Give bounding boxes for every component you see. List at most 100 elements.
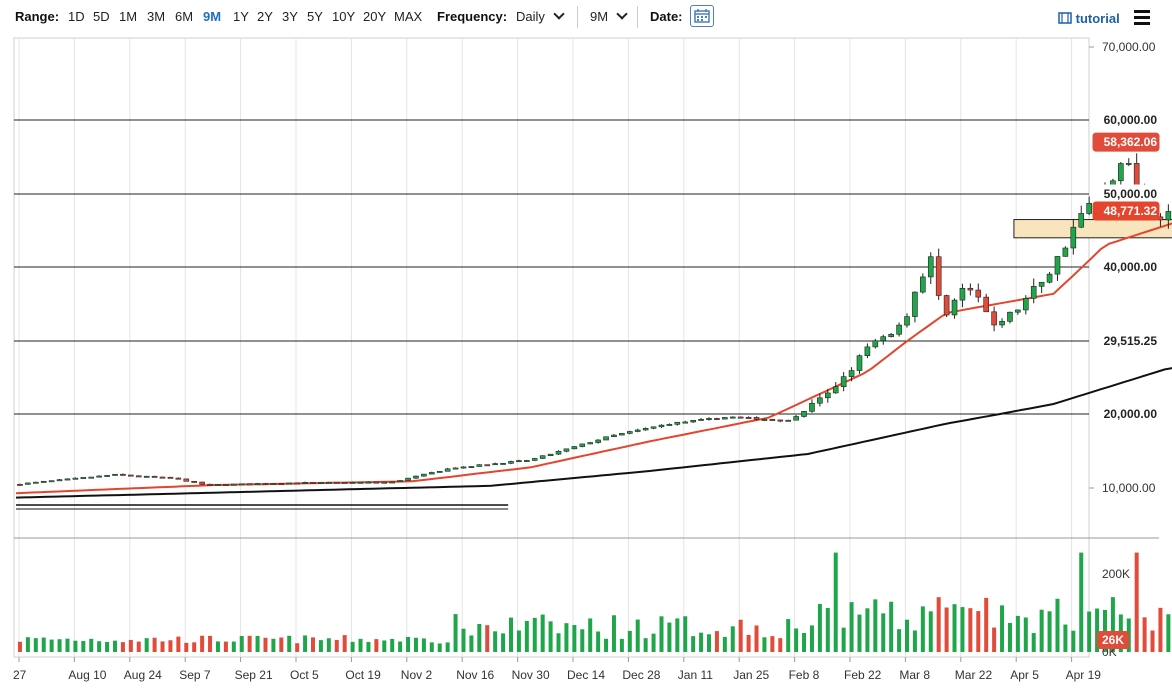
- volume-bar: [215, 641, 220, 652]
- candle-body: [864, 346, 871, 356]
- candle-body: [349, 481, 356, 484]
- volume-bar: [469, 635, 474, 652]
- volume-bar: [1000, 605, 1005, 652]
- volume-bar: [17, 641, 22, 652]
- volume-bar: [477, 624, 482, 652]
- candle-body: [1078, 213, 1085, 228]
- candle-body: [927, 256, 934, 278]
- volume-bar: [1103, 609, 1107, 652]
- volume-bar: [928, 611, 933, 652]
- vertical-gridlines: [18, 38, 1073, 657]
- candle-body: [508, 461, 514, 464]
- range-6m[interactable]: 6M: [175, 9, 194, 24]
- volume-bar: [580, 629, 585, 652]
- price-badge-label: 50,000.00: [1104, 187, 1158, 201]
- volume-bar: [691, 636, 696, 652]
- volume-bar: [208, 635, 213, 652]
- candle-body: [413, 475, 419, 479]
- volume-bar: [311, 637, 315, 652]
- candle-body: [128, 474, 134, 477]
- range-10y[interactable]: 10Y: [332, 9, 356, 24]
- candle-body: [634, 429, 641, 432]
- frequency-select[interactable]: Daily: [516, 8, 565, 24]
- period-select[interactable]: 9M: [590, 8, 628, 24]
- candle-body: [1118, 163, 1124, 182]
- volume-bar: [714, 631, 719, 652]
- volume-bar: [794, 628, 799, 652]
- volume-bar: [738, 619, 743, 652]
- candle-body: [856, 355, 863, 371]
- volume-bar: [1150, 630, 1155, 652]
- candle-body: [254, 483, 261, 486]
- x-tick-label: Sep 21: [235, 668, 273, 682]
- candle-body: [555, 450, 562, 455]
- volume-bar: [41, 637, 46, 652]
- volume-bar: [509, 617, 513, 652]
- volume-bar: [778, 638, 783, 652]
- x-axis: 27 Aug 10 Aug 24 Sep 7 Sep 21 Oct 5 Oct 19 Nov …: [13, 657, 1101, 682]
- volume-bar: [865, 608, 870, 652]
- chart-toolbar: Range: 1D 5D 1M 3M 6M 9M 1Y 2Y 3Y 5Y 10Y…: [0, 0, 1172, 36]
- range-1d[interactable]: 1D: [68, 9, 85, 24]
- volume-bar: [184, 642, 189, 652]
- volume-bar: [841, 627, 846, 652]
- candle-body: [341, 481, 348, 484]
- volume-bar: [65, 638, 70, 652]
- candle-body: [246, 483, 253, 486]
- x-tick-label: Jan 11: [678, 668, 713, 682]
- volume-bar: [1015, 615, 1020, 652]
- candle-body: [698, 419, 704, 421]
- candle-body: [302, 482, 308, 484]
- candle-body: [381, 481, 388, 484]
- volume-bar: [445, 642, 450, 652]
- candle-body: [682, 421, 689, 424]
- volume-bar: [1023, 617, 1028, 652]
- candle-body: [595, 439, 601, 443]
- tutorial-link[interactable]: tutorial: [1058, 11, 1120, 26]
- range-1y[interactable]: 1Y: [233, 9, 249, 24]
- volume-bar: [572, 625, 577, 652]
- volume-bar: [406, 636, 411, 652]
- candle-body: [785, 419, 792, 422]
- period-value: 9M: [590, 9, 609, 24]
- range-2y[interactable]: 2Y: [257, 9, 273, 24]
- range-max[interactable]: MAX: [394, 9, 423, 24]
- film-icon: [1058, 12, 1072, 24]
- candle-body: [658, 424, 665, 428]
- frequency-label: Frequency:: [437, 9, 508, 24]
- candle-body: [761, 419, 768, 421]
- hamburger-menu-icon[interactable]: [1134, 10, 1150, 28]
- y-tick-label: 70,000.00: [1102, 40, 1156, 54]
- range-3m[interactable]: 3M: [147, 9, 166, 24]
- candle-body: [484, 464, 491, 467]
- range-5d[interactable]: 5D: [93, 9, 110, 24]
- candle-body: [500, 463, 506, 465]
- volume-bar: [334, 639, 339, 652]
- volume-bar: [81, 641, 86, 652]
- candle-body: [793, 416, 799, 421]
- x-tick-label: Feb 22: [844, 668, 882, 682]
- volume-bar: [120, 642, 125, 652]
- candle-body: [357, 481, 364, 484]
- toolbar-divider: [577, 6, 578, 28]
- range-1m[interactable]: 1M: [119, 9, 138, 24]
- candle-body: [690, 420, 696, 423]
- candle-body: [215, 484, 221, 486]
- volume-bar: [49, 639, 54, 652]
- candle-body: [650, 426, 657, 429]
- range-3y[interactable]: 3Y: [282, 9, 298, 24]
- candle-body: [223, 484, 229, 486]
- range-5y[interactable]: 5Y: [307, 9, 323, 24]
- range-20y[interactable]: 20Y: [363, 9, 387, 24]
- volume-bar: [231, 641, 236, 652]
- volume-bar: [532, 617, 537, 652]
- range-9m[interactable]: 9M: [203, 9, 222, 24]
- candle-body: [706, 418, 712, 420]
- calendar-icon[interactable]: [690, 5, 714, 27]
- candle-body: [975, 289, 982, 298]
- volume-bar: [398, 641, 403, 652]
- candle-body: [745, 417, 752, 419]
- candle-body: [32, 481, 39, 484]
- volume-bar: [413, 637, 418, 652]
- candle-body: [666, 424, 673, 426]
